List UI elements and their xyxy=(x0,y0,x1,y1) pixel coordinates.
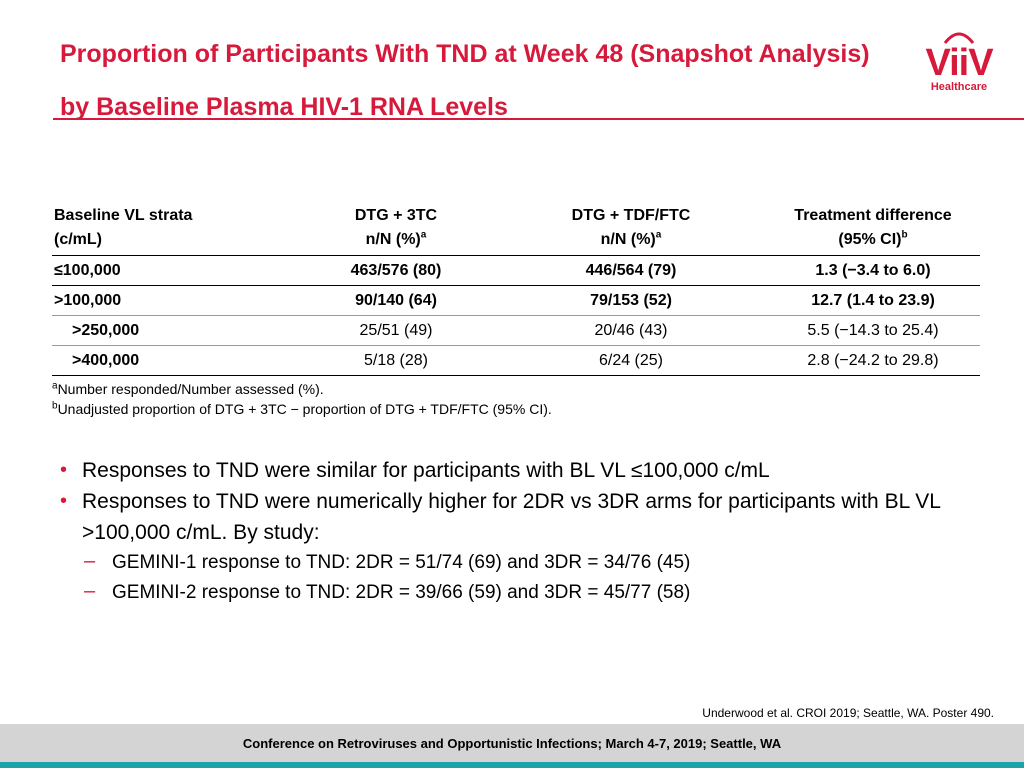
footer-stripe xyxy=(0,762,1024,768)
cell-stratum: >400,000 xyxy=(72,351,140,369)
footnote-a: aNumber responded/Number assessed (%). xyxy=(52,380,324,397)
bullet-list: • Responses to TND were similar for part… xyxy=(60,455,960,608)
cell-dtg-tdf-ftc: 79/153 (52) xyxy=(590,291,672,309)
dash-icon: – xyxy=(84,550,96,572)
header-treatment-difference: Treatment difference (95% CI)b xyxy=(794,207,952,248)
cell-difference: 12.7 (1.4 to 23.9) xyxy=(811,291,935,309)
cell-stratum: >250,000 xyxy=(72,321,140,339)
cell-dtg-tdf-ftc: 20/46 (43) xyxy=(594,321,668,339)
sub-bullet-list: – GEMINI-1 response to TND: 2DR = 51/74 … xyxy=(82,548,960,608)
footer-text: Conference on Retroviruses and Opportuni… xyxy=(242,736,782,751)
footer-band: Conference on Retroviruses and Opportuni… xyxy=(0,724,1024,764)
logo-subtitle: Healthcare xyxy=(930,81,988,93)
table-footnotes: aNumber responded/Number assessed (%). b… xyxy=(52,379,552,419)
cell-difference: 5.5 (−14.3 to 25.4) xyxy=(807,321,939,339)
table-row: >100,000 90/140 (64) 79/153 (52) 12.7 (1… xyxy=(52,286,980,316)
logo-word: ViiV xyxy=(925,42,993,84)
table-row: >250,000 25/51 (49) 20/46 (43) 5.5 (−14.… xyxy=(52,316,980,346)
bullet-item: • Responses to TND were similar for part… xyxy=(60,455,960,486)
vl-strata-table: Baseline VL strata (c/mL) DTG + 3TC n/N (%… xyxy=(52,202,980,376)
citation: Underwood et al. CROI 2019; Seattle, WA.… xyxy=(702,706,994,720)
cell-stratum: >100,000 xyxy=(54,291,122,309)
cell-dtg-tdf-ftc: 446/564 (79) xyxy=(585,261,677,279)
header-dtg-3tc: DTG + 3TC n/N (%)a xyxy=(354,207,438,248)
table-row: >400,000 5/18 (28) 6/24 (25) 2.8 (−24.2 … xyxy=(52,346,980,376)
title-divider xyxy=(53,118,1024,120)
sub-bullet-item: – GEMINI-2 response to TND: 2DR = 39/66 … xyxy=(82,578,960,608)
bullet-dot-icon: • xyxy=(60,490,68,512)
cell-difference: 2.8 (−24.2 to 29.8) xyxy=(807,351,939,369)
cell-dtg-3tc: 5/18 (28) xyxy=(363,351,429,369)
viiv-logo-icon xyxy=(943,32,975,44)
table-header-row: Baseline VL strata (c/mL) DTG + 3TC n/N (%… xyxy=(52,202,980,256)
cell-dtg-3tc: 90/140 (64) xyxy=(355,291,437,309)
cell-dtg-tdf-ftc: 6/24 (25) xyxy=(598,351,664,369)
table-row: ≤100,000 463/576 (80) 446/564 (79) 1.3 (… xyxy=(52,256,980,286)
header-dtg-tdf-ftc: DTG + TDF/FTC n/N (%)a xyxy=(571,207,691,248)
bullet-dot-icon: • xyxy=(60,459,68,481)
footnote-b: bUnadjusted proportion of DTG + 3TC − pr… xyxy=(52,400,552,417)
bullet-item: • Responses to TND were numerically high… xyxy=(60,486,960,608)
cell-dtg-3tc: 463/576 (80) xyxy=(350,261,442,279)
viiv-logo: ViiV Healthcare xyxy=(916,28,1002,98)
header-baseline-vl: Baseline VL strata (c/mL) xyxy=(54,207,193,248)
cell-dtg-3tc: 25/51 (49) xyxy=(359,321,433,339)
slide-title: Proportion of Participants With TND at W… xyxy=(60,40,870,121)
cell-difference: 1.3 (−3.4 to 6.0) xyxy=(815,261,931,279)
dash-icon: – xyxy=(84,580,96,602)
sub-bullet-item: – GEMINI-1 response to TND: 2DR = 51/74 … xyxy=(82,548,960,578)
cell-stratum: ≤100,000 xyxy=(54,261,121,279)
